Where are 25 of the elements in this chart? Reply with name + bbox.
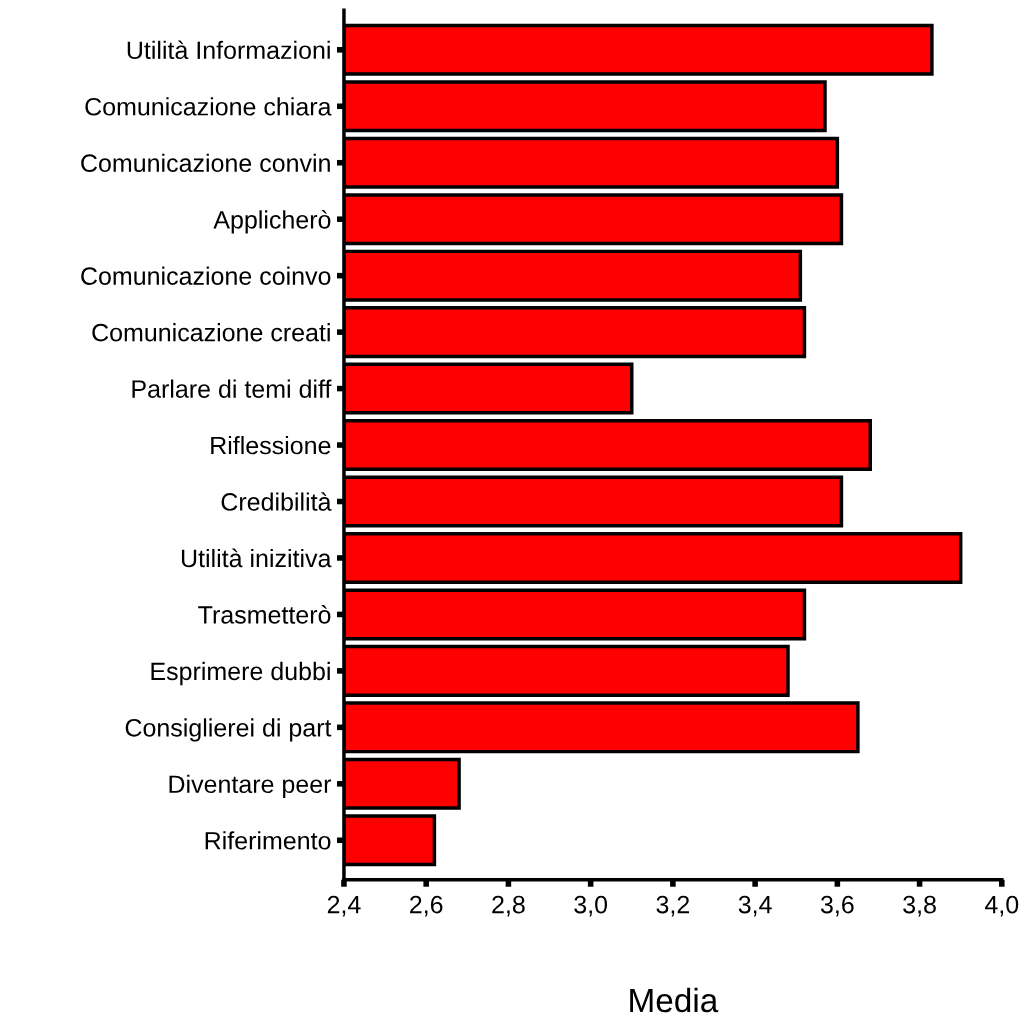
x-tick-label: 2,6	[410, 895, 443, 917]
x-tick-label: 3,4	[738, 895, 772, 917]
y-tick-label: Comunicazione creati	[92, 323, 330, 342]
y-tick-label: Diventare peer	[169, 774, 332, 799]
y-tick-label: Utilità Informazioni	[127, 40, 330, 60]
x-tick-label: 3,2	[656, 895, 690, 917]
y-tick-label: Applicherò	[213, 209, 331, 234]
x-tick-label: 4,0	[985, 895, 1019, 917]
y-tick-label: Utilità inizitiva	[181, 548, 332, 568]
x-tick-label: 3,0	[574, 895, 608, 917]
x-tick-label: 3,6	[820, 895, 854, 917]
y-tick-label: Trasmetterò	[198, 605, 331, 624]
y-tick-label: Esprimere dubbi	[151, 661, 330, 686]
y-tick-label: Riflessione	[211, 435, 331, 455]
x-tick-label: 3,8	[903, 895, 936, 917]
y-tick-label: Consiglierei di part	[125, 718, 332, 742]
y-tick-label: Riferimento	[205, 831, 331, 850]
x-axis-title: Media	[630, 987, 719, 1013]
y-tick-label: Parlare di temi diff	[132, 379, 332, 398]
y-tick-label: Comunicazione coinvo	[81, 266, 331, 285]
y-tick-label: Comunicazione convin	[81, 153, 330, 173]
y-tick-label: Credibilità	[221, 492, 332, 511]
x-tick-label: 2,8	[492, 895, 525, 917]
y-tick-label: Comunicazione chiara	[85, 97, 332, 116]
x-tick-label: 2,4	[327, 895, 361, 917]
